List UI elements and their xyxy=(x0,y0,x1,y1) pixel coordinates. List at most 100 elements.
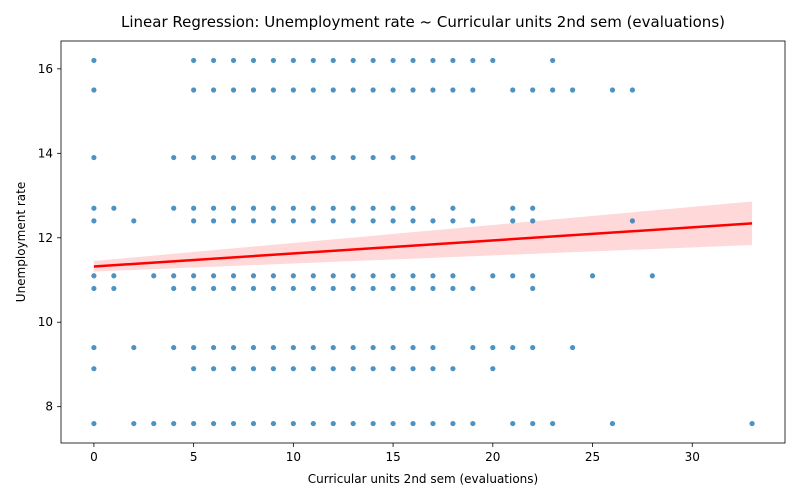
data-point xyxy=(350,87,356,93)
data-point xyxy=(250,344,257,351)
data-point xyxy=(410,57,416,64)
data-point xyxy=(490,366,496,372)
data-point xyxy=(410,273,416,279)
data-point xyxy=(450,57,456,64)
data-point xyxy=(171,344,177,351)
data-point xyxy=(350,205,356,211)
data-point xyxy=(171,285,177,292)
data-point xyxy=(310,218,316,224)
data-point xyxy=(210,285,217,292)
data-point xyxy=(350,273,356,279)
data-point xyxy=(589,273,596,279)
data-point xyxy=(390,57,396,64)
data-point xyxy=(91,285,97,292)
data-point xyxy=(91,205,97,211)
y-tick-label: 16 xyxy=(38,62,53,76)
data-point xyxy=(350,285,356,292)
data-point xyxy=(91,273,97,279)
data-point xyxy=(290,205,296,211)
data-point xyxy=(171,420,177,427)
confidence-band xyxy=(93,201,753,272)
data-point xyxy=(191,420,197,427)
data-point xyxy=(330,57,336,64)
data-point xyxy=(450,285,456,292)
data-point xyxy=(250,87,257,93)
data-point xyxy=(91,87,97,93)
data-point xyxy=(210,57,217,64)
data-point xyxy=(550,87,556,93)
data-point xyxy=(230,344,237,351)
data-point xyxy=(609,420,616,427)
data-point xyxy=(370,273,376,279)
data-point xyxy=(111,285,117,292)
plot-frame xyxy=(60,40,786,444)
data-point xyxy=(91,344,97,351)
data-point xyxy=(629,87,636,93)
data-point xyxy=(410,420,416,427)
data-point xyxy=(390,344,396,351)
data-point xyxy=(450,366,456,372)
data-point xyxy=(370,420,376,427)
data-point xyxy=(310,420,316,427)
data-point xyxy=(310,87,316,93)
confidence-band-layer xyxy=(93,201,753,272)
data-point xyxy=(450,273,456,279)
x-tick-label: 20 xyxy=(485,450,500,464)
data-point xyxy=(151,273,157,279)
data-point xyxy=(410,87,416,93)
data-point xyxy=(370,285,376,292)
data-point xyxy=(270,57,277,64)
y-axis-label: Unemployment rate xyxy=(14,182,28,302)
regression-line xyxy=(93,222,753,268)
data-point xyxy=(270,344,277,351)
data-point xyxy=(490,344,496,351)
data-point xyxy=(270,285,277,292)
data-point xyxy=(410,205,416,211)
data-point xyxy=(470,285,476,292)
data-point xyxy=(210,344,217,351)
data-point xyxy=(270,420,277,427)
data-point xyxy=(510,205,516,211)
data-point xyxy=(250,366,257,372)
data-point xyxy=(530,420,536,427)
data-point xyxy=(191,218,197,224)
data-point xyxy=(230,154,237,161)
data-point xyxy=(290,87,296,93)
data-point xyxy=(191,87,197,93)
x-tick-label: 25 xyxy=(585,450,600,464)
data-point xyxy=(290,420,296,427)
data-point xyxy=(151,420,157,427)
data-point xyxy=(350,344,356,351)
data-point xyxy=(310,273,316,279)
data-point xyxy=(530,273,536,279)
data-point xyxy=(370,205,376,211)
data-point xyxy=(330,285,336,292)
data-point xyxy=(430,273,436,279)
data-point xyxy=(310,285,316,292)
data-point xyxy=(330,87,336,93)
data-point xyxy=(390,285,396,292)
data-point xyxy=(330,273,336,279)
data-point xyxy=(470,420,476,427)
data-point xyxy=(510,87,516,93)
data-point xyxy=(530,218,536,224)
data-point xyxy=(430,420,436,427)
data-point xyxy=(530,285,536,292)
data-point xyxy=(171,273,177,279)
data-point xyxy=(91,57,97,64)
data-point xyxy=(470,218,476,224)
chart-title: Linear Regression: Unemployment rate ~ C… xyxy=(121,13,725,31)
data-point xyxy=(230,218,237,224)
data-point xyxy=(290,57,296,64)
data-point xyxy=(250,154,257,161)
data-point xyxy=(171,154,177,161)
data-point xyxy=(210,273,217,279)
data-point xyxy=(410,154,416,161)
data-point xyxy=(450,205,456,211)
data-point xyxy=(370,366,376,372)
data-point xyxy=(191,205,197,211)
data-point xyxy=(290,273,296,279)
data-point xyxy=(450,420,456,427)
data-point xyxy=(470,57,476,64)
